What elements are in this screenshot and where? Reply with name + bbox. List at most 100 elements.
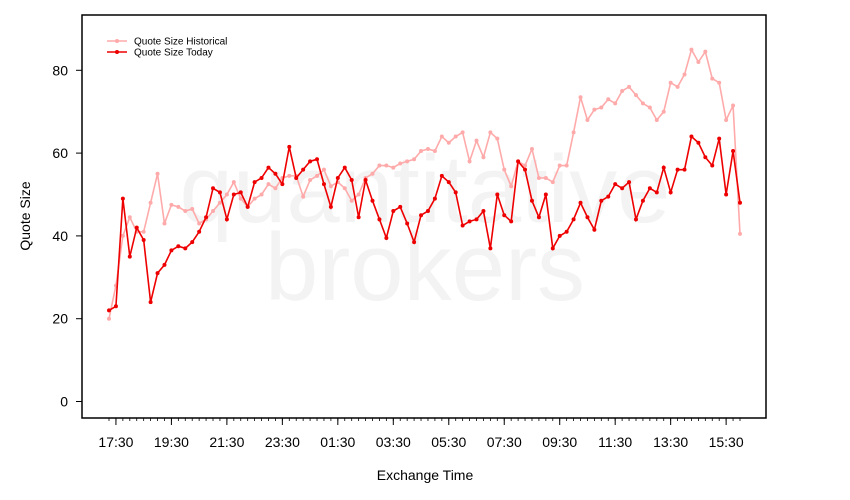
data-point [384, 163, 389, 168]
data-point [217, 200, 222, 205]
data-point [273, 171, 278, 176]
data-point [301, 167, 306, 172]
data-point [592, 227, 597, 232]
data-point [391, 165, 396, 170]
data-point [696, 60, 701, 65]
x-tick-label: 07:30 [487, 434, 522, 450]
x-tick-label: 19:30 [154, 434, 189, 450]
data-point [197, 221, 202, 226]
data-point [425, 209, 430, 214]
data-point [412, 240, 417, 245]
data-point [550, 246, 555, 251]
data-point [488, 246, 493, 251]
data-point [120, 233, 125, 238]
data-point [169, 202, 174, 207]
data-point [321, 182, 326, 187]
data-point [127, 215, 132, 220]
data-point [453, 134, 458, 139]
y-tick-label: 20 [52, 311, 68, 327]
data-point [439, 173, 444, 178]
y-axis: 0 20 40 60 80 [52, 62, 82, 410]
data-point [613, 101, 618, 106]
data-point [661, 109, 666, 114]
data-point [398, 204, 403, 209]
data-point [668, 190, 673, 195]
data-point [349, 178, 354, 183]
data-point [529, 146, 534, 151]
data-point [738, 231, 742, 236]
data-point [738, 200, 742, 205]
data-point [620, 186, 625, 191]
watermark-line-1: quantitative [179, 136, 670, 243]
data-point [564, 163, 569, 168]
y-axis-title: Quote Size [17, 181, 33, 250]
data-point [689, 134, 694, 139]
data-point [266, 182, 271, 187]
data-point [543, 192, 548, 197]
data-point [710, 163, 715, 168]
data-point [481, 209, 486, 214]
x-tick-label: 11:30 [598, 434, 632, 450]
data-point [377, 217, 382, 222]
data-point [162, 262, 167, 267]
data-point [571, 130, 576, 135]
data-point [731, 103, 736, 108]
data-point [689, 47, 694, 52]
data-point [536, 175, 541, 180]
data-point [488, 130, 493, 135]
x-axis: 17:30 19:30 21:30 23:30 01:30 03:30 05:30 07:30… [98, 418, 744, 450]
data-point [398, 161, 403, 166]
data-point [176, 244, 181, 249]
data-point [162, 221, 167, 226]
data-point [432, 149, 437, 154]
data-point [460, 223, 465, 228]
series-today [107, 134, 742, 313]
data-point [717, 136, 722, 141]
data-point [412, 157, 417, 162]
data-point [474, 138, 479, 143]
data-point [696, 140, 701, 145]
data-point [183, 246, 188, 251]
data-point [190, 206, 195, 211]
data-point [107, 316, 111, 321]
data-point [419, 149, 424, 154]
data-point [148, 200, 153, 205]
data-point [502, 213, 507, 218]
data-point [308, 159, 313, 164]
x-tick-label: 23:30 [265, 434, 300, 450]
x-tick-label: 09:30 [542, 434, 577, 450]
data-point [148, 300, 153, 305]
data-point [661, 165, 666, 170]
data-point [134, 225, 139, 230]
data-point [252, 196, 257, 201]
data-point [384, 235, 389, 240]
data-point [391, 209, 396, 214]
data-point [231, 192, 236, 197]
data-point [557, 233, 562, 238]
data-point [155, 171, 160, 176]
data-point [439, 134, 444, 139]
data-point [724, 192, 729, 197]
legend-marker-historical [115, 39, 119, 43]
data-point [169, 248, 174, 253]
data-point [495, 136, 500, 141]
data-point [294, 175, 299, 180]
data-point [266, 165, 271, 170]
data-point [474, 217, 479, 222]
data-point [425, 146, 430, 151]
data-point [675, 84, 680, 89]
data-point [335, 175, 340, 180]
data-point [321, 167, 326, 172]
data-point [370, 198, 375, 203]
data-point [259, 192, 264, 197]
data-point [592, 107, 597, 112]
data-point [627, 84, 632, 89]
data-point [578, 200, 583, 205]
data-point [259, 175, 264, 180]
data-point [342, 165, 347, 170]
data-point [273, 186, 278, 191]
data-point [287, 144, 292, 149]
data-point [363, 178, 368, 183]
data-point [668, 80, 673, 85]
